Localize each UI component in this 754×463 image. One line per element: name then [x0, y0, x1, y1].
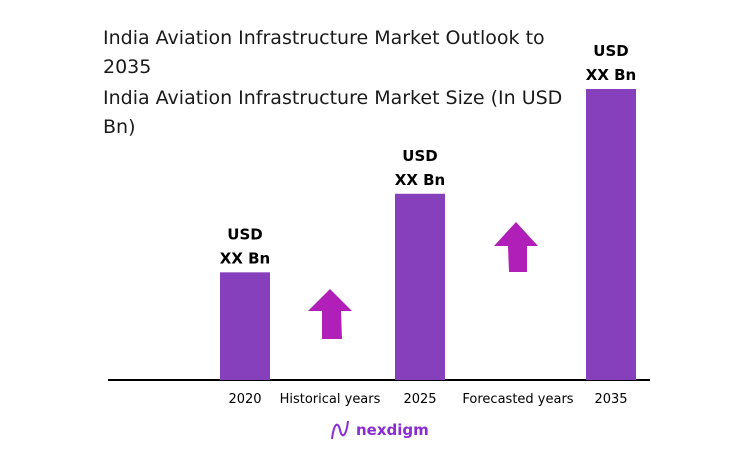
data-label-2025: USD	[402, 147, 437, 165]
x-tick-label: 2025	[403, 392, 436, 407]
x-tick-label: 2020	[228, 392, 261, 407]
period-label-forecasted: Forecasted years	[462, 392, 573, 407]
x-tick-label: 2035	[594, 392, 627, 407]
nexdigm-logo: nexdigm	[330, 419, 429, 441]
arrow-up-icon	[494, 222, 538, 272]
data-label-2025: XX Bn	[395, 171, 445, 189]
chart-title: India Aviation Infrastructure Market Out…	[103, 27, 545, 78]
bar-2020	[220, 272, 270, 380]
data-label-2035: USD	[593, 42, 628, 60]
data-label-2035: XX Bn	[586, 66, 636, 84]
period-label-historical: Historical years	[280, 392, 381, 407]
chart-subtitle: India Aviation Infrastructure Market Siz…	[103, 87, 563, 138]
nexdigm-logo-icon	[331, 420, 349, 440]
brand-name: nexdigm	[356, 421, 429, 439]
bar-2025	[395, 193, 445, 380]
data-label-2020: USD	[227, 225, 262, 243]
data-label-2020: XX Bn	[220, 249, 270, 267]
arrow-up-icon	[308, 289, 352, 339]
bar-2035	[586, 89, 636, 380]
